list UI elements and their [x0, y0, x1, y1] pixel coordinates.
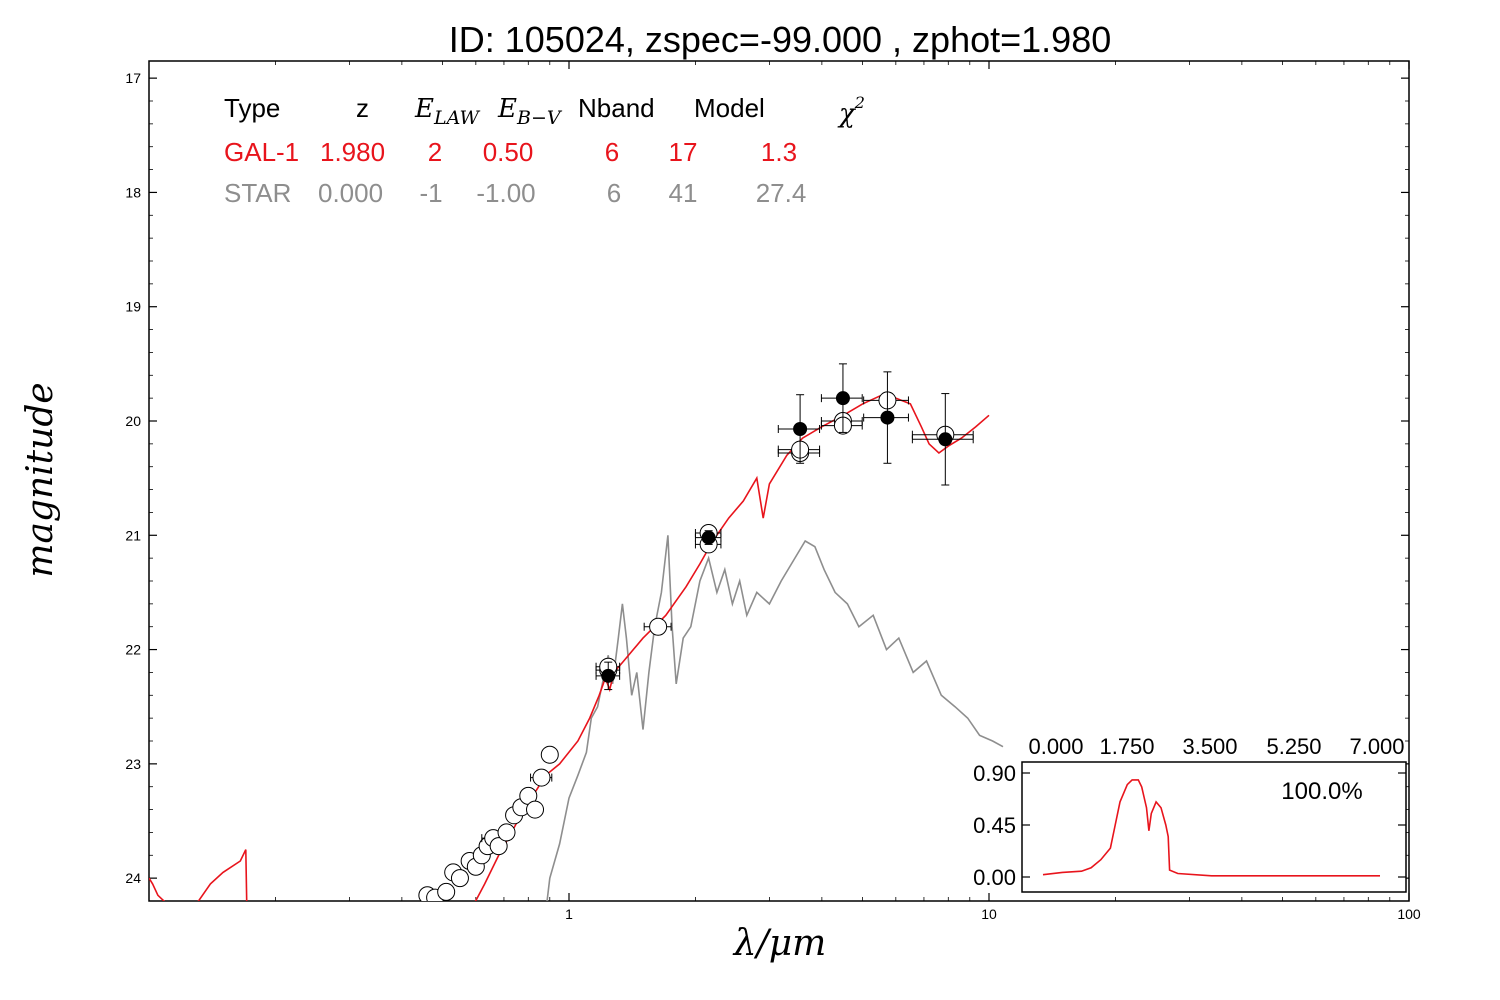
header-z: z: [356, 93, 369, 123]
y-tick-label: 18: [125, 184, 141, 200]
model-curves: [149, 395, 1004, 901]
model-photometry-point: [532, 768, 551, 787]
y-axis-label: magnitude: [20, 382, 61, 577]
cell-nband: 6: [607, 178, 621, 208]
cell-chi2: 1.3: [761, 137, 797, 167]
y-tick-label: 17: [125, 70, 141, 86]
pdz-x-tick-label: 1.750: [1099, 734, 1154, 759]
x-axis-label: λ/μm: [732, 923, 826, 964]
header-nband: Nband: [578, 93, 655, 123]
header-e-bv: EB−V: [497, 94, 563, 129]
observed-photometry-point: [880, 410, 895, 425]
cell-model: 17: [669, 137, 698, 167]
x-tick-label: 10: [981, 906, 997, 922]
table-row-star: STAR 0.000 -1 -1.00 6 41 27.4: [224, 178, 806, 208]
pdz-x-tick-label: 7.000: [1349, 734, 1404, 759]
cell-z: 1.980: [320, 137, 385, 167]
cell-model: 41: [669, 178, 698, 208]
cell-nband: 6: [605, 137, 619, 167]
main-plot-frame: [148, 60, 1410, 902]
cell-type: STAR: [224, 178, 291, 208]
header-chi2: χ2: [837, 93, 865, 129]
pdz-x-tick-label: 3.500: [1182, 734, 1237, 759]
x-tick-label: 100: [1397, 906, 1421, 922]
cell-e-bv: -1.00: [476, 178, 535, 208]
pdz-y-tick-label: 0.90: [973, 761, 1016, 786]
cell-e-law: -1: [419, 178, 442, 208]
pdz-x-tick-label: 0.000: [1028, 734, 1083, 759]
y-tick-label: 21: [125, 527, 141, 543]
cell-e-law: 2: [428, 137, 442, 167]
chart-title: ID: 105024, zspec=-99.000 , zphot=1.980: [449, 19, 1111, 60]
galaxy_model-line: [149, 395, 990, 901]
y-axis-ticks: 17 18 19 20 21 22 23 24: [125, 70, 1409, 902]
pdz-y-tick-label: 0.45: [973, 813, 1016, 838]
photometry-points: [418, 363, 974, 901]
model-photometry-point: [489, 837, 508, 856]
observed-photometry-point: [938, 432, 953, 447]
y-tick-label: 20: [125, 413, 141, 429]
y-tick-label: 22: [125, 642, 141, 658]
y-tick-label: 24: [125, 870, 141, 886]
fit-results-table: Type z ELAW EB−V Nband Model χ2 GAL-1 1.…: [224, 93, 865, 208]
cell-chi2: 27.4: [756, 178, 807, 208]
pdz-y-ticks: 0.00 0.45 0.90: [973, 761, 1406, 890]
observed-photometry-point: [701, 530, 716, 545]
pdz-annotation: 100.0%: [1281, 778, 1362, 805]
y-tick-label: 19: [125, 299, 141, 315]
cell-z: 0.000: [318, 178, 383, 208]
star_model-line: [546, 535, 1004, 901]
observed-photometry-point: [793, 422, 808, 436]
pdz-y-tick-label: 0.00: [973, 865, 1016, 890]
observed-photometry-point: [601, 668, 616, 683]
y-tick-label: 23: [125, 756, 141, 772]
header-model: Model: [694, 93, 765, 123]
header-e-law: ELAW: [414, 94, 481, 129]
x-axis-ticks: 1 10 100: [275, 61, 1421, 922]
pdz-x-ticks: 0.000 1.750 3.500 5.250 7.000: [1028, 734, 1404, 759]
model-photometry-point: [540, 745, 559, 764]
model-photometry-point: [526, 800, 545, 819]
model-photometry-point: [649, 617, 668, 636]
pdz-curve: [1042, 779, 1380, 877]
cell-e-bv: 0.50: [483, 137, 534, 167]
pdz-line: [1042, 779, 1380, 877]
model-photometry-point: [497, 823, 516, 842]
pdz-x-tick-label: 5.250: [1266, 734, 1321, 759]
table-row-galaxy: GAL-1 1.980 2 0.50 6 17 1.3: [224, 137, 797, 167]
cell-type: GAL-1: [224, 137, 299, 167]
x-tick-label: 1: [565, 906, 573, 922]
model-photometry-point: [450, 869, 469, 888]
model-photometry-point: [437, 882, 456, 901]
observed-photometry-point: [835, 391, 850, 406]
header-type: Type: [224, 93, 280, 123]
